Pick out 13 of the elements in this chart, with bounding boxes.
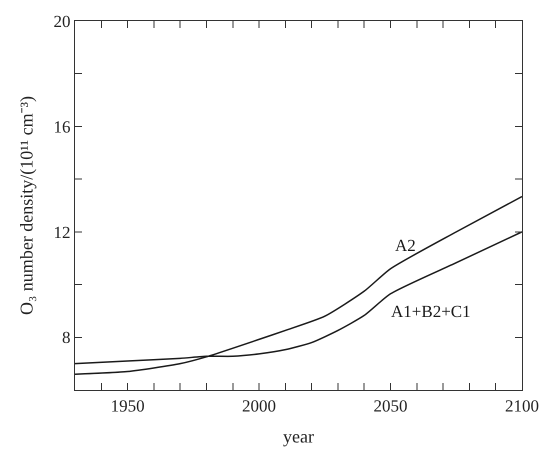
y-axis-title: O₃ number density/(10¹¹ cm⁻³) [16, 96, 37, 315]
x-axis-title: year [283, 426, 314, 447]
y-tick-label: 8 [62, 328, 70, 348]
y-tick-label: 20 [53, 12, 70, 31]
x-tick-label: 2000 [242, 396, 276, 416]
series-label: A2 [395, 236, 416, 255]
series-label: A1+B2+C1 [391, 302, 471, 321]
y-tick-label: 16 [53, 117, 70, 136]
x-tick-label: 1950 [110, 396, 145, 416]
y-tick-label: 12 [53, 222, 70, 242]
x-tick-label: 2050 [374, 396, 408, 416]
line-series [75, 196, 522, 375]
x-tick-label: 2100 [505, 396, 539, 416]
